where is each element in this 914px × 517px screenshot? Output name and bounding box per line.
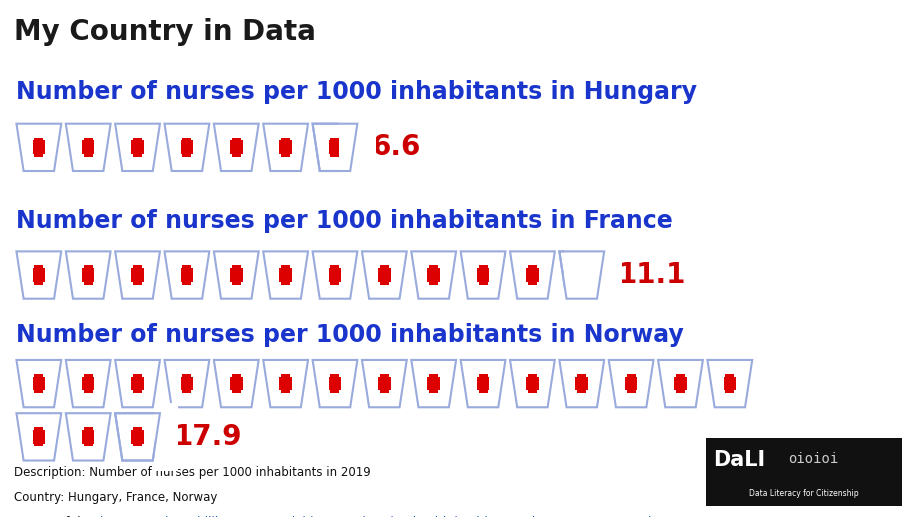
Polygon shape xyxy=(313,251,357,299)
Polygon shape xyxy=(675,374,686,393)
Polygon shape xyxy=(313,124,357,171)
Polygon shape xyxy=(132,138,143,157)
Polygon shape xyxy=(378,374,390,393)
Polygon shape xyxy=(115,413,160,461)
Polygon shape xyxy=(724,374,736,393)
Polygon shape xyxy=(230,138,242,157)
Polygon shape xyxy=(66,251,111,299)
Polygon shape xyxy=(378,266,390,284)
Text: Description: Number of nurses per 1000 inhabitants in 2019: Description: Number of nurses per 1000 i… xyxy=(14,466,370,479)
Text: Data Literacy for Citizenship: Data Literacy for Citizenship xyxy=(749,489,858,498)
Polygon shape xyxy=(564,241,622,309)
Polygon shape xyxy=(559,360,604,407)
Polygon shape xyxy=(329,374,341,393)
FancyBboxPatch shape xyxy=(706,438,902,506)
Polygon shape xyxy=(214,360,259,407)
Polygon shape xyxy=(362,251,407,299)
Polygon shape xyxy=(526,374,538,393)
Polygon shape xyxy=(82,266,94,284)
Polygon shape xyxy=(707,360,752,407)
Polygon shape xyxy=(181,266,193,284)
Text: DaLI: DaLI xyxy=(713,450,765,470)
Polygon shape xyxy=(132,266,143,284)
Polygon shape xyxy=(526,266,538,284)
Polygon shape xyxy=(461,360,505,407)
Polygon shape xyxy=(477,266,489,284)
Polygon shape xyxy=(263,360,308,407)
Polygon shape xyxy=(477,374,489,393)
Polygon shape xyxy=(33,428,45,446)
Polygon shape xyxy=(115,124,160,171)
Polygon shape xyxy=(115,360,160,407)
Polygon shape xyxy=(280,138,292,157)
Polygon shape xyxy=(16,124,61,171)
Text: My Country in Data: My Country in Data xyxy=(14,18,315,46)
Polygon shape xyxy=(16,413,61,461)
Polygon shape xyxy=(576,374,588,393)
Polygon shape xyxy=(165,251,209,299)
Polygon shape xyxy=(339,113,376,181)
Polygon shape xyxy=(428,266,440,284)
Polygon shape xyxy=(165,124,209,171)
Polygon shape xyxy=(181,374,193,393)
Polygon shape xyxy=(165,360,209,407)
Polygon shape xyxy=(33,266,45,284)
Polygon shape xyxy=(510,360,555,407)
Polygon shape xyxy=(510,251,555,299)
Text: Number of nurses per 1000 inhabitants in Norway: Number of nurses per 1000 inhabitants in… xyxy=(16,323,685,347)
Polygon shape xyxy=(576,266,588,284)
Polygon shape xyxy=(66,413,111,461)
Polygon shape xyxy=(263,251,308,299)
Polygon shape xyxy=(461,251,505,299)
Polygon shape xyxy=(82,138,94,157)
Polygon shape xyxy=(559,251,604,299)
Polygon shape xyxy=(263,124,308,171)
Polygon shape xyxy=(155,403,178,471)
Polygon shape xyxy=(181,138,193,157)
Polygon shape xyxy=(658,360,703,407)
Polygon shape xyxy=(609,360,654,407)
Polygon shape xyxy=(625,374,637,393)
Polygon shape xyxy=(329,266,341,284)
Text: 17.9: 17.9 xyxy=(174,423,242,451)
Polygon shape xyxy=(230,374,242,393)
Text: Source of data:: Source of data: xyxy=(14,516,107,517)
Polygon shape xyxy=(132,374,143,393)
Text: Country: Hungary, France, Norway: Country: Hungary, France, Norway xyxy=(14,491,218,504)
Polygon shape xyxy=(280,374,292,393)
Polygon shape xyxy=(33,374,45,393)
Polygon shape xyxy=(313,360,357,407)
Polygon shape xyxy=(82,374,94,393)
Polygon shape xyxy=(82,428,94,446)
Polygon shape xyxy=(16,360,61,407)
Polygon shape xyxy=(214,124,259,171)
Text: Number of nurses per 1000 inhabitants in Hungary: Number of nurses per 1000 inhabitants in… xyxy=(16,80,697,104)
Text: 11.1: 11.1 xyxy=(618,261,686,289)
Polygon shape xyxy=(411,251,456,299)
Polygon shape xyxy=(66,124,111,171)
Polygon shape xyxy=(230,266,242,284)
Polygon shape xyxy=(115,251,160,299)
Text: 6.6: 6.6 xyxy=(371,133,420,161)
Polygon shape xyxy=(33,138,45,157)
Polygon shape xyxy=(132,428,143,446)
Polygon shape xyxy=(280,266,292,284)
Text: https://read.oecd-ilibrary.org/social-issues-migration-health/health-at-a-glance: https://read.oecd-ilibrary.org/social-is… xyxy=(100,516,745,517)
Polygon shape xyxy=(66,360,111,407)
Polygon shape xyxy=(428,374,440,393)
Polygon shape xyxy=(411,360,456,407)
Polygon shape xyxy=(362,360,407,407)
Polygon shape xyxy=(329,138,341,157)
Text: Number of nurses per 1000 inhabitants in France: Number of nurses per 1000 inhabitants in… xyxy=(16,209,674,233)
Text: oioioi: oioioi xyxy=(788,451,838,466)
Polygon shape xyxy=(214,251,259,299)
Polygon shape xyxy=(16,251,61,299)
